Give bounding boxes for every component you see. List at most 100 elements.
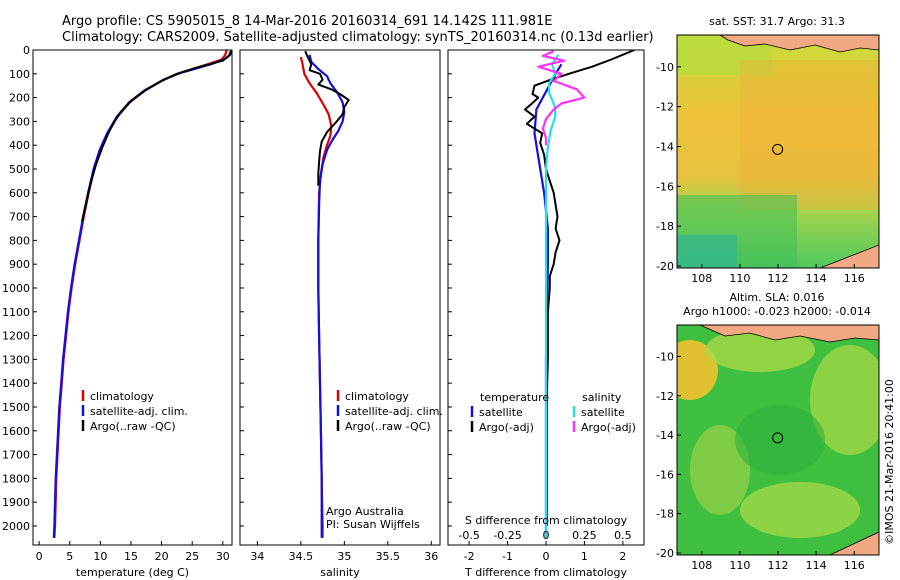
- x-tick-label: 5: [66, 550, 73, 563]
- temperature-panel: 0 5 10 15 20 25 30 temperature (deg C) 0 100 200 30…: [2, 44, 233, 579]
- x-axis-label: T difference from climatology: [464, 566, 627, 579]
- x-tick-label: 20: [155, 550, 169, 563]
- legend-label: climatology: [345, 390, 409, 403]
- x-axis-label: temperature (deg C): [76, 566, 189, 579]
- legend-label: climatology: [90, 390, 154, 403]
- top-tick-label: -0.5: [458, 529, 479, 542]
- map-y-tick-label: -18: [656, 508, 674, 521]
- legend-label: satellite-adj. clim.: [90, 405, 188, 418]
- series-group: [523, 50, 635, 538]
- top-axis-label: S difference from climatology: [465, 514, 628, 527]
- y-tick-label: 400: [9, 139, 30, 152]
- map-x-tick-label: 108: [691, 559, 712, 572]
- series-line-s-argo-adj-: [537, 50, 586, 146]
- top-tick-label: 0: [543, 529, 550, 542]
- map-x-tick-label: 112: [768, 559, 789, 572]
- map-x-tick-label: 108: [691, 272, 712, 285]
- map-x-tick-label: 116: [844, 559, 865, 572]
- y-tick-label: 1000: [2, 282, 30, 295]
- map-title: Altim. SLA: 0.016: [729, 291, 824, 304]
- y-tick-label: 1100: [2, 306, 30, 319]
- x-tick-label: 35.5: [376, 550, 401, 563]
- salinity-panel: 34 34.5 35 35.5 36 salinity climatology satelli…: [239, 49, 443, 579]
- series-line-t-argo-adj-: [523, 50, 635, 526]
- series-line-climatology: [53, 50, 228, 538]
- map-title: sat. SST: 31.7 Argo: 31.3: [709, 15, 845, 28]
- sla-map: 108 110 112 114 116 -10 -12 -14 -16 -18 -20 Altim. …: [656, 291, 880, 572]
- x-tick-label: -2: [464, 550, 475, 563]
- legend-label: satellite: [581, 406, 625, 419]
- series-line-argo-raw-qc-: [304, 50, 350, 186]
- legend-label: Argo(-adj): [479, 421, 534, 434]
- map-y-tick-label: -12: [656, 101, 674, 114]
- series-line-s-satellite: [544, 54, 560, 538]
- series-line-argo-raw-qc-: [81, 50, 232, 222]
- plot-frame: [32, 49, 233, 546]
- map-x-tick-label: 112: [768, 272, 789, 285]
- legend-label: Argo(-adj): [581, 421, 636, 434]
- x-tick-label: 35: [337, 550, 351, 563]
- x-tick-label: 0: [36, 550, 43, 563]
- x-tick-label: 10: [93, 550, 107, 563]
- series-line-satellite-adj-clim-: [308, 54, 346, 538]
- map-x-tick-label: 110: [729, 272, 750, 285]
- plot-frame: [239, 49, 441, 546]
- y-tick-label: 1200: [2, 330, 30, 343]
- y-tick-label: 2000: [2, 520, 30, 533]
- y-tick-label: 1900: [2, 496, 30, 509]
- annotation-text: Argo Australia: [326, 505, 404, 518]
- map-y-tick-label: -16: [656, 468, 674, 481]
- map-x-tick-label: 116: [844, 272, 865, 285]
- annotation-text: PI: Susan Wijffels: [326, 518, 420, 531]
- y-tick-label: 0: [23, 44, 30, 57]
- legend-label: Argo(..raw -QC): [90, 420, 176, 433]
- legend-label: Argo(..raw -QC): [345, 420, 431, 433]
- series-line-satellite-adj-clim-: [52, 50, 232, 538]
- y-tick-label: 900: [9, 258, 30, 271]
- map-y-tick-label: -14: [656, 141, 674, 154]
- y-tick-label: 1800: [2, 472, 30, 485]
- map-title: Argo h1000: -0.023 h2000: -0.014: [683, 305, 871, 318]
- x-tick-label: 1: [581, 550, 588, 563]
- legend-label: satellite-adj. clim.: [345, 405, 443, 418]
- y-tick-label: 600: [9, 187, 30, 200]
- y-tick-label: 700: [9, 211, 30, 224]
- top-tick-label: 0.5: [614, 529, 632, 542]
- x-tick-label: 2: [619, 550, 626, 563]
- argo-position-marker: [772, 432, 784, 444]
- x-tick-label: 25: [185, 550, 199, 563]
- series-line-climatology: [299, 56, 333, 538]
- map-y-tick-label: -20: [656, 547, 674, 560]
- y-tick-label: 800: [9, 234, 30, 247]
- legend-label: satellite: [479, 406, 523, 419]
- y-tick-label: 100: [9, 68, 30, 81]
- x-axis-label: salinity: [320, 566, 360, 579]
- sst-land: [719, 35, 879, 53]
- sst-map: 108 110 112 114 116 -10 -12 -14 -16 -18 -20 sat. SS…: [656, 15, 880, 285]
- y-tick-label: 1600: [2, 425, 30, 438]
- y-tick-label: 1700: [2, 449, 30, 462]
- x-tick-label: 0: [543, 550, 550, 563]
- y-tick-label: 1500: [2, 401, 30, 414]
- x-tick-label: 30: [216, 550, 230, 563]
- x-tick-label: 36: [424, 550, 438, 563]
- map-y-tick-label: -12: [656, 390, 674, 403]
- map-x-tick-label: 110: [729, 559, 750, 572]
- series-group: [299, 50, 350, 538]
- x-tick-label: 34: [250, 550, 264, 563]
- x-tick-label: 34.5: [289, 550, 314, 563]
- map-y-tick-label: -10: [656, 61, 674, 74]
- x-tick-label: -1: [502, 550, 513, 563]
- map-y-tick-label: -16: [656, 180, 674, 193]
- map-y-tick-label: -10: [656, 350, 674, 363]
- y-tick-label: 200: [9, 92, 30, 105]
- y-tick-label: 1300: [2, 353, 30, 366]
- map-x-tick-label: 114: [806, 559, 827, 572]
- climatology-subtitle: Climatology: CARS2009. Satellite-adjuste…: [62, 30, 654, 45]
- x-tick-label: 15: [124, 550, 138, 563]
- top-tick-label: 0.25: [572, 529, 597, 542]
- y-tick-label: 500: [9, 163, 30, 176]
- legend-title-temperature: temperature: [480, 391, 549, 404]
- argo-position-marker: [772, 143, 784, 155]
